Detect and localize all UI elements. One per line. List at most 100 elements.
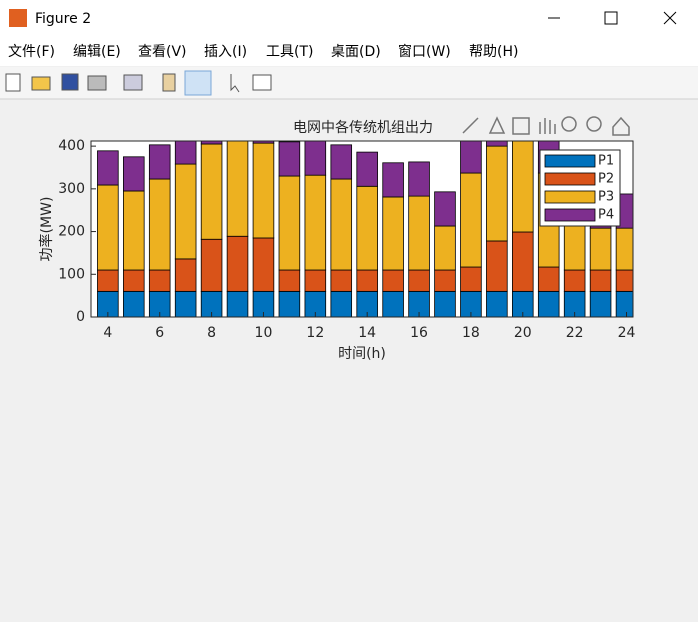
menu-item[interactable]: 插入(I) [204,44,247,60]
x-tick-label: 8 [207,325,216,341]
y-axis-label: 功率(MW) [38,197,55,262]
bar [512,141,534,233]
title-menu-bg [0,0,698,66]
bar [148,178,171,271]
bar [460,266,482,292]
bar [460,172,482,268]
close[interactable] [663,11,677,25]
legend-label: P2 [598,172,614,187]
bar [382,196,404,271]
x-axis-label: 时间(h) [338,346,386,362]
colorbar-icon[interactable] [162,73,176,92]
legend-swatch [544,208,596,222]
menu-item[interactable]: 窗口(W) [398,43,451,60]
axes-toolbar [462,116,630,136]
bar [226,141,249,237]
property-icon[interactable] [252,74,272,91]
x-tick-label: 22 [566,325,584,341]
menu-item[interactable]: 桌面(D) [331,44,381,60]
menu-item[interactable]: 工具(T) [266,44,313,60]
x-tick-label: 18 [462,325,480,341]
bar [174,290,197,317]
data-tip-icon[interactable] [488,116,506,134]
y-tick-label: 100 [58,266,85,282]
bar [200,141,223,145]
bar [226,235,249,292]
bar [486,240,508,292]
bar [174,163,197,260]
bar [537,266,560,292]
print-preview-icon[interactable] [123,74,143,91]
bar [537,290,560,317]
y-tick-label: 300 [58,181,85,197]
bar [252,237,275,292]
bar [563,269,586,292]
bar [174,258,197,292]
y-tick-label: 400 [58,138,85,154]
bar [304,141,327,176]
bar [356,151,378,187]
open-icon[interactable] [31,76,51,91]
bar [330,144,353,180]
bar [356,185,378,271]
bar [434,269,456,292]
bar [252,141,275,144]
bar [408,269,430,292]
bar [200,238,223,292]
bar [486,145,508,242]
pointer-icon[interactable] [230,74,240,93]
bar [97,184,119,271]
menu-item[interactable]: 编辑(E) [73,44,121,60]
print-icon[interactable] [87,75,107,91]
bar [123,269,145,292]
x-tick-label: 24 [618,325,636,341]
x-tick-label: 20 [514,325,532,341]
bar [589,290,612,317]
zoom-in-icon[interactable] [561,116,577,132]
bar [486,141,508,147]
legend-icon[interactable] [184,70,212,96]
legend-label: P1 [598,154,614,169]
bar [434,225,456,271]
legend-swatch [544,190,596,204]
legend-swatch [544,154,596,168]
menu-item[interactable]: 查看(V) [138,44,187,60]
bar [356,269,378,292]
bar [123,290,145,317]
bar [330,269,353,292]
x-tick-label: 10 [255,325,273,341]
home-icon[interactable] [612,116,630,136]
brush-icon[interactable] [462,117,479,134]
bar [304,174,327,271]
bar [382,162,404,198]
bar [512,231,534,292]
x-tick-label: 12 [306,325,324,341]
restore-icon[interactable] [512,117,530,135]
zoom-out-icon[interactable] [586,116,602,132]
legend-label: P3 [598,190,614,205]
bar [226,290,249,317]
menu-item[interactable]: 文件(F) [8,44,55,60]
bar [330,178,353,271]
bar [382,290,404,317]
bar [486,290,508,317]
x-tick-label: 16 [410,325,428,341]
pan-icon[interactable] [539,118,556,134]
save-icon[interactable] [61,73,79,91]
bar [200,143,223,240]
bar [460,141,482,174]
window-title: Figure 2 [35,11,91,27]
bar [252,142,275,239]
maximize[interactable] [604,11,618,25]
bar [174,141,197,165]
bar [434,290,456,317]
bar [97,269,119,292]
bar [434,191,456,227]
x-tick-label: 6 [155,325,164,341]
y-tick-label: 0 [76,309,85,325]
bar [408,195,430,271]
bar [330,290,353,317]
bar [382,269,404,292]
new-icon[interactable] [5,73,21,92]
menu-item[interactable]: 帮助(H) [469,44,518,60]
